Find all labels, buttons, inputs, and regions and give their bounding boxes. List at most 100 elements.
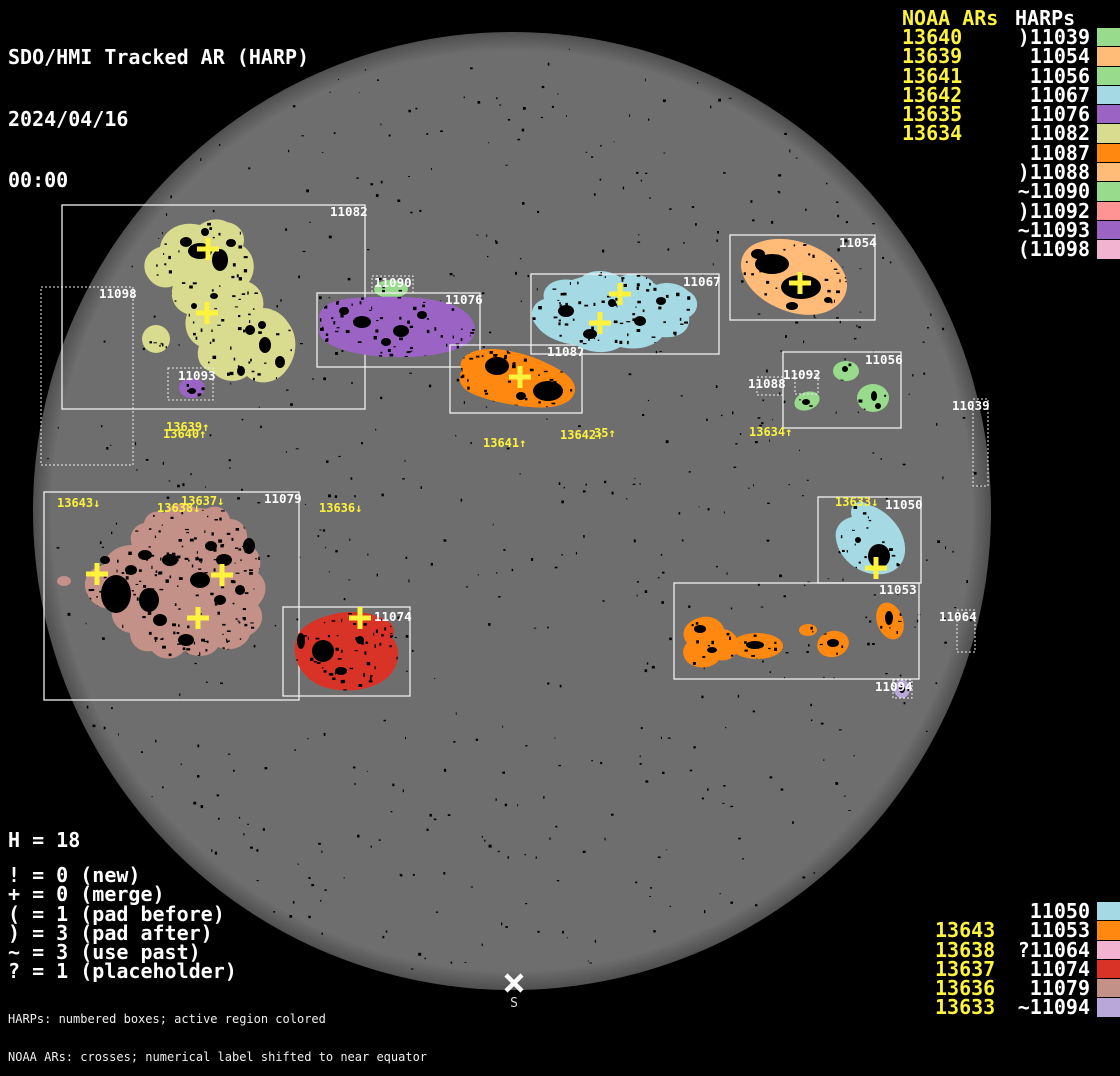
harp-color-swatch [1097,124,1120,143]
sunspot [216,554,232,566]
sunspot [533,381,563,401]
noaa-cross [211,564,233,586]
sunspot [258,321,266,329]
footnotes: HARPs: numbered boxes; active region col… [8,988,427,1076]
harp-color-swatch [1097,182,1120,201]
sunspot [245,325,255,335]
active-region-blob [294,612,398,691]
harp-label-11098: 11098 [99,286,137,301]
noaa-ar-number: 13634 [902,121,963,146]
harp-box-11067 [530,273,720,355]
harp-label-11074: 11074 [374,609,412,624]
harp-box-11053 [673,582,920,680]
noaa-shifted-label: 13643↓ [57,496,100,510]
noaa-shifted-label: 13642↑ [560,428,603,442]
sunspot [871,391,877,401]
active-region-blob [531,271,698,353]
harp-label-11054: 11054 [839,235,877,250]
harp-region-11050: 11050 [817,496,923,584]
noaa-cross [86,563,108,585]
sunspot [855,537,861,543]
sunspot [516,392,526,400]
sunspot [101,575,131,613]
noaa-shifted-label: 13639↑ [166,420,209,434]
sunspot [237,366,245,376]
page-title: SDO/HMI Tracked AR (HARP) [8,45,310,69]
region-granulation [382,285,402,293]
noaa-shifted-label: 35↑ [594,426,616,440]
noaa-shifted-label: 13641↑ [483,436,526,450]
noaa-cross [589,312,611,334]
harp-color-swatch [1097,85,1120,105]
harp-region-11088: 11088 [748,376,786,396]
sunspot [339,307,349,315]
noaa-ar-number: 13638 [935,937,996,962]
sunspot [226,239,236,247]
region-granulation [691,622,734,665]
sunspot [235,585,245,595]
sunspot [875,403,881,409]
noaa-cross [187,607,209,629]
sunspot [827,639,839,647]
noaa-ar-number: 13640 [902,25,963,49]
sunspot [885,611,893,625]
harp-color-swatch [1097,240,1120,259]
harp-label-11093: 11093 [178,368,216,383]
harp-box-11094 [892,679,913,699]
sunspot [153,614,167,626]
sunspot [381,338,391,346]
south-pole-label: S [510,996,518,1011]
harp-box-11074 [282,606,411,697]
harp-box-11087 [449,344,583,414]
sunspot [243,538,255,554]
bottom-harp-list: 11050 11053 ?11064 11074 11079 ~11094 [1000,899,1090,1018]
harp-number: ~11090 [1017,179,1090,204]
noaa-shifted-label: 13638↓ [157,501,200,515]
legend-item: ? = 1 (placeholder) [8,959,237,984]
flag-legend: ! = 0 (new) + = 0 (merge)( = 1 (pad befor… [8,865,237,984]
harp-region-11076: 11076 [316,292,483,368]
harp-color-swatch [1097,998,1120,1017]
sunspot [125,565,137,575]
harp-number: 11087 [1029,140,1090,165]
active-region-blob [142,325,170,353]
harp-number: )11088 [1017,160,1090,185]
sunspot [751,249,765,259]
harp-color-swatch [1097,105,1120,124]
active-region-blob [144,219,296,383]
harp-region-11056: 11056 [782,351,903,429]
sunspot [485,357,509,375]
harp-region-11082: 11082 [61,204,368,410]
harp-label-11094: 11094 [875,679,913,694]
active-region-blob [57,576,71,586]
harp-number: 11056 [1029,63,1090,88]
harp-box-11092 [794,373,819,395]
noaa-cross [789,272,811,294]
harp-number: 11079 [1029,976,1090,1001]
noaa-cross [197,238,219,260]
sunspot [201,228,209,236]
noaa-ar-number: 13637 [935,956,996,981]
sunspot [842,366,848,372]
top-noaa-list: 13640 13639 13641 13642 13635 13634 [902,25,1002,146]
noaa-ar-number: 13643 [935,918,996,943]
sunspot [335,667,347,675]
sunspot [583,329,597,339]
harp-box-11064 [956,609,976,653]
harp-color-swatch [1097,47,1120,66]
harp-color-swatch [1097,220,1120,240]
harp-box-11054 [729,234,876,321]
sunspot [100,556,110,564]
sunspot [707,647,717,653]
harp-label-11076: 11076 [445,292,483,307]
harp-box-11090 [371,275,414,294]
sunspot [188,388,196,394]
sunspot [180,237,192,247]
noaa-cross [349,607,371,629]
harp-color-swatch [1097,940,1120,959]
region-granulation [744,634,777,659]
noaa-ar-number: 13639 [902,44,963,69]
sunspot [824,297,832,303]
harp-number: 11050 [1029,899,1090,923]
sunspot [356,636,364,644]
